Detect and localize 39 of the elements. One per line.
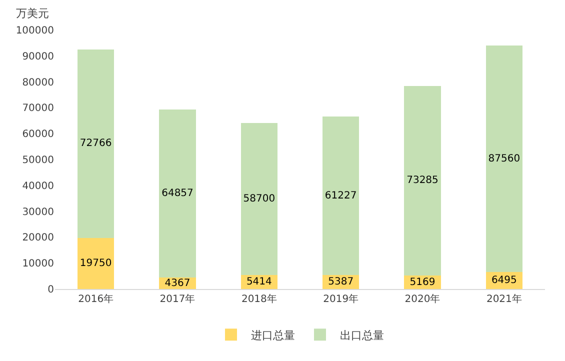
data-label: 5387 — [328, 276, 354, 288]
data-label: 5414 — [246, 276, 272, 288]
data-label: 64857 — [162, 188, 194, 200]
x-tick-label: 2017年 — [160, 293, 196, 305]
data-label: 5169 — [410, 276, 436, 288]
bar — [486, 45, 523, 272]
y-tick-label: 70000 — [22, 103, 54, 114]
data-label: 4367 — [164, 278, 190, 289]
x-tick-label: 2021年 — [486, 293, 522, 305]
y-tick-label: 100000 — [16, 26, 54, 36]
bar — [77, 49, 114, 238]
x-tick-label: 2016年 — [78, 293, 114, 305]
y-tick-label: 50000 — [22, 155, 54, 166]
y-tick-label: 60000 — [22, 129, 54, 140]
y-tick-label: 10000 — [22, 258, 54, 270]
y-tick-label: 40000 — [22, 180, 54, 192]
data-label: 87560 — [488, 153, 520, 164]
y-tick-label: 20000 — [22, 232, 54, 244]
bar — [404, 86, 441, 276]
y-tick-label: 0 — [48, 284, 54, 296]
y-axis-title: 万美元 — [16, 7, 49, 20]
bar — [240, 122, 278, 275]
data-label: 72766 — [80, 138, 112, 150]
data-label: 61227 — [324, 190, 357, 202]
legend-label: 出口总量 — [340, 328, 384, 342]
data-label: 19750 — [80, 258, 112, 269]
x-tick-label: 2018年 — [241, 293, 277, 305]
y-tick-label: 80000 — [22, 77, 54, 88]
bar — [77, 238, 114, 289]
x-tick-label: 2020年 — [404, 293, 440, 305]
y-tick-label: 90000 — [22, 51, 54, 62]
x-tick-label: 2019年 — [323, 293, 359, 305]
bar — [159, 110, 196, 278]
data-label: 6495 — [491, 275, 517, 286]
data-label: 73285 — [406, 175, 438, 186]
legend-label: 进口总量 — [251, 328, 295, 342]
data-label: 58700 — [243, 193, 276, 204]
bar — [322, 116, 360, 276]
y-tick-label: 30000 — [22, 206, 54, 218]
